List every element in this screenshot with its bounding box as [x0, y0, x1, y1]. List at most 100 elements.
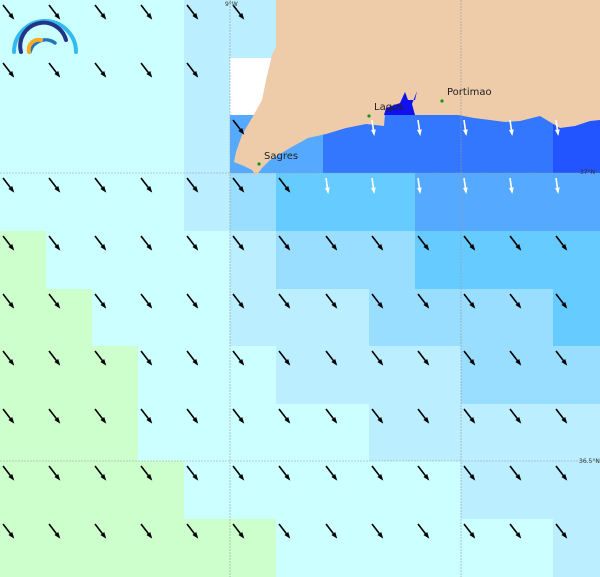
wave-arrow	[186, 235, 199, 251]
wave-cell	[0, 231, 46, 289]
wave-arrow	[325, 177, 330, 194]
wave-cell	[507, 289, 553, 346]
wave-direction-arrows	[2, 4, 568, 539]
wave-arrow	[555, 177, 560, 194]
wave-cell	[276, 404, 323, 461]
wave-cell	[553, 346, 600, 404]
wave-cell	[92, 231, 138, 289]
wave-arrow	[463, 293, 476, 309]
wave-arrow	[2, 4, 15, 20]
wave-cell	[92, 519, 138, 577]
wave-cell	[415, 231, 461, 289]
wave-cell	[0, 346, 46, 404]
wave-arrow	[140, 465, 153, 481]
wave-arrow	[232, 465, 245, 481]
wave-cell	[0, 404, 46, 461]
wave-cell	[323, 173, 369, 231]
wave-cell	[415, 346, 461, 404]
wave-cell	[507, 231, 553, 289]
place-dot	[367, 114, 371, 118]
wave-cell	[369, 519, 415, 577]
wave-arrow	[94, 523, 107, 539]
wave-cell	[184, 519, 230, 577]
wave-arrow	[186, 4, 199, 20]
wave-arrow	[463, 523, 476, 539]
wave-cell	[46, 58, 92, 115]
wave-arrow	[371, 293, 384, 309]
wave-cell	[184, 115, 230, 173]
wave-arrow	[417, 235, 430, 251]
wave-cell	[553, 173, 600, 231]
wave-cell	[230, 461, 276, 519]
wave-cell	[369, 461, 415, 519]
wave-cell	[369, 231, 415, 289]
wave-cell	[553, 519, 600, 577]
wave-cell	[138, 58, 184, 115]
wave-arrow	[48, 62, 61, 78]
wave-arrow	[94, 350, 107, 366]
wave-arrow	[325, 293, 338, 309]
wave-cell	[0, 58, 46, 115]
wave-cell	[46, 346, 92, 404]
wave-arrow	[417, 177, 422, 194]
wave-arrow	[417, 465, 430, 481]
wave-arrow	[278, 235, 291, 251]
wave-cell	[553, 231, 600, 289]
wave-arrow	[371, 523, 384, 539]
wave-cell	[369, 346, 415, 404]
wave-cell	[323, 519, 369, 577]
wave-arrow	[94, 4, 107, 20]
wave-cell	[323, 461, 369, 519]
wave-cell	[415, 115, 461, 173]
wave-cell	[553, 404, 600, 461]
wave-cell	[46, 461, 92, 519]
wave-cell	[230, 0, 276, 58]
place-dots	[257, 99, 444, 166]
wave-cell	[0, 289, 46, 346]
wave-cell	[276, 519, 323, 577]
wave-cell	[46, 0, 92, 58]
wave-cell	[184, 404, 230, 461]
wave-arrow	[371, 177, 376, 194]
wave-arrow	[48, 523, 61, 539]
wave-arrow	[232, 408, 245, 424]
wave-cell	[369, 289, 415, 346]
wave-arrow	[417, 293, 430, 309]
wave-arrow	[555, 408, 568, 424]
wave-cell	[276, 289, 323, 346]
wave-cell	[138, 289, 184, 346]
wave-arrow	[232, 177, 245, 193]
wave-arrow	[94, 408, 107, 424]
wave-cell	[46, 519, 92, 577]
wave-arrow	[325, 350, 338, 366]
wave-cell	[184, 461, 230, 519]
wave-cell	[0, 461, 46, 519]
wave-cell	[138, 173, 184, 231]
wave-arrow	[232, 293, 245, 309]
wave-cell	[138, 461, 184, 519]
place-label-sagres: Sagres	[264, 151, 299, 162]
wave-arrow	[555, 293, 568, 309]
wave-cell	[92, 289, 138, 346]
wave-arrow	[325, 523, 338, 539]
wave-arrow	[509, 408, 522, 424]
wave-cell	[553, 461, 600, 519]
wave-arrow	[509, 465, 522, 481]
wave-cell	[461, 231, 507, 289]
wave-cell	[184, 289, 230, 346]
wave-cell	[461, 519, 507, 577]
wave-arrow	[371, 350, 384, 366]
wave-arrow	[417, 523, 430, 539]
wave-arrow	[140, 408, 153, 424]
wave-cell	[369, 404, 415, 461]
wave-arrow	[463, 408, 476, 424]
wave-cell	[230, 231, 276, 289]
wave-cell	[92, 0, 138, 58]
wave-arrow	[417, 119, 422, 136]
wave-arrow	[2, 523, 15, 539]
place-label-portimao: Portimao	[447, 87, 492, 98]
wave-arrow	[140, 177, 153, 193]
wave-arrow	[48, 177, 61, 193]
